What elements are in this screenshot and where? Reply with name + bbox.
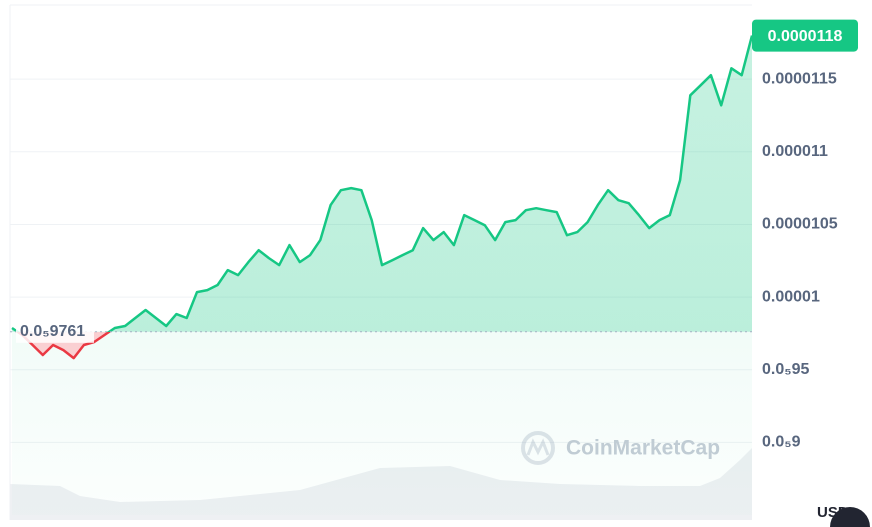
price-area-fade: [12, 35, 752, 515]
price-badge: [752, 19, 858, 52]
price-line: [11, 35, 754, 360]
y-tick-label: 0.0000115: [762, 70, 837, 87]
price-badge-label: 0.0000118: [768, 28, 843, 45]
reference-label-bg: [16, 320, 94, 343]
y-tick-label: 0.00001: [762, 288, 820, 305]
scroll-button[interactable]: [830, 507, 870, 527]
y-tick-label: 0.000011: [762, 143, 828, 160]
y-tick-label: 0.0₅95: [762, 361, 809, 378]
reference-label: 0.0₅9761: [20, 323, 85, 340]
y-tick-label: 0.0₅9: [762, 434, 801, 451]
y-tick-label: 0.0000105: [762, 216, 838, 233]
